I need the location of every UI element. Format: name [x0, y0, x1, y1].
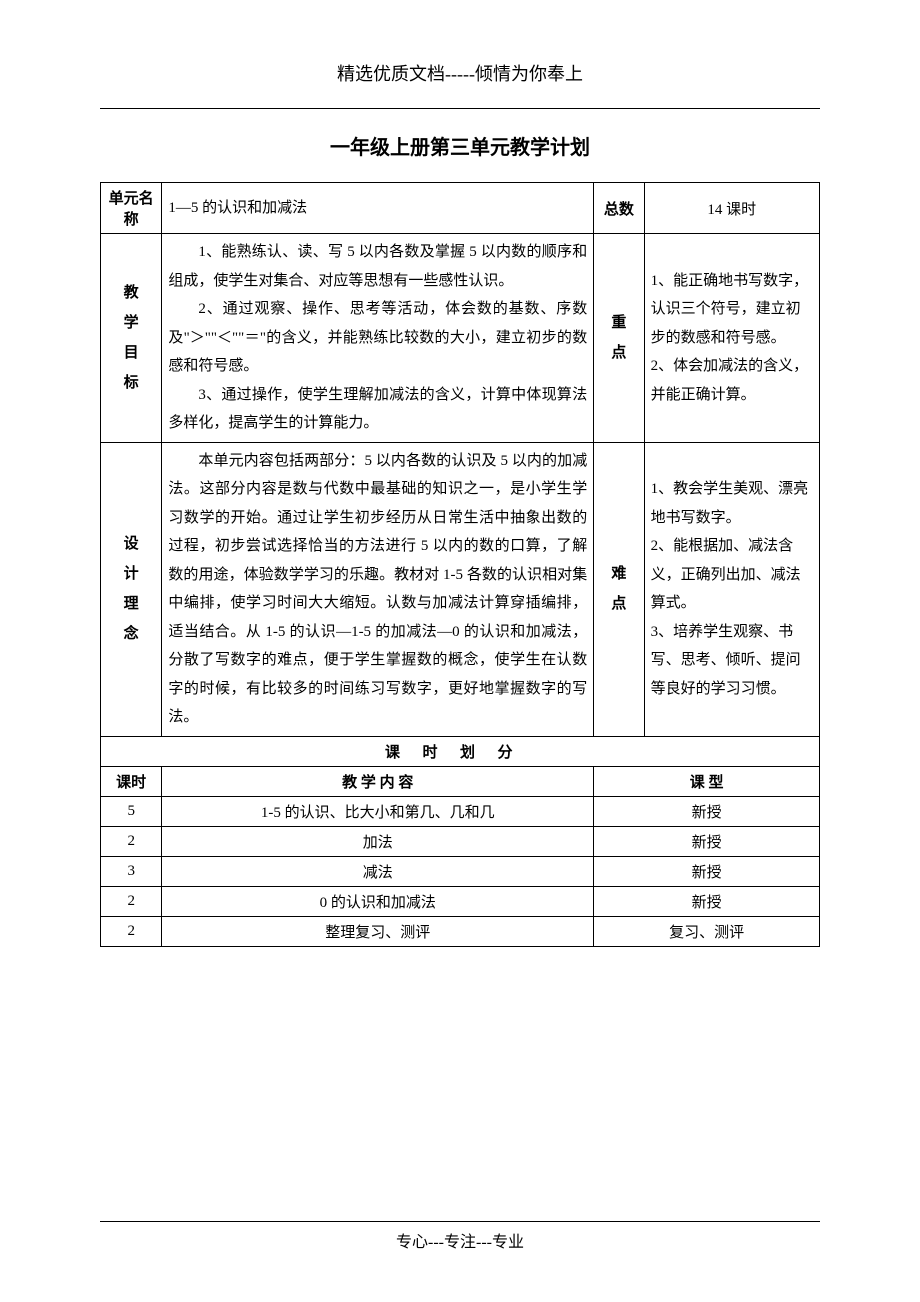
total-label: 总数	[594, 183, 644, 234]
lesson-type: 复习、测评	[594, 916, 820, 946]
table-row: 2 加法 新授	[101, 826, 820, 856]
keypoints-text: 1、能正确地书写数字，认识三个符号，建立初步的数感和符号感。2、体会加减法的含义…	[644, 234, 819, 443]
table-row: 2 整理复习、测评 复习、测评	[101, 916, 820, 946]
design-text: 本单元内容包括两部分：5 以内各数的认识及 5 以内的加减法。这部分内容是数与代…	[162, 442, 594, 736]
lesson-hours-header: 课时	[101, 766, 162, 796]
difficulty-text: 1、教会学生美观、漂亮地书写数字。2、能根据加、减法含义，正确列出加、减法算式。…	[644, 442, 819, 736]
design-label: 设计理念	[101, 442, 162, 736]
page-title: 一年级上册第三单元教学计划	[100, 131, 820, 160]
lesson-type: 新授	[594, 826, 820, 856]
table-row: 设计理念 本单元内容包括两部分：5 以内各数的认识及 5 以内的加减法。这部分内…	[101, 442, 820, 736]
lesson-type-header: 课 型	[594, 766, 820, 796]
lesson-hours: 2	[101, 826, 162, 856]
table-row: 单元名称 1—5 的认识和加减法 总数 14 课时	[101, 183, 820, 234]
lesson-content: 整理复习、测评	[162, 916, 594, 946]
lesson-content: 加法	[162, 826, 594, 856]
lesson-type: 新授	[594, 796, 820, 826]
lesson-hours: 2	[101, 886, 162, 916]
unit-name-value: 1—5 的认识和加减法	[162, 183, 594, 234]
division-header: 课时划分	[101, 736, 820, 766]
lesson-header-row: 课时 教 学 内 容 课 型	[101, 766, 820, 796]
goals-label: 教学目标	[101, 234, 162, 443]
unit-name-label: 单元名称	[101, 183, 162, 234]
lesson-content-header: 教 学 内 容	[162, 766, 594, 796]
difficulty-label: 难点	[594, 442, 644, 736]
footer-text: 专心---专注---专业	[396, 1234, 524, 1251]
plan-table: 单元名称 1—5 的认识和加减法 总数 14 课时 教学目标 1、能熟练认、读、…	[100, 182, 820, 947]
lesson-hours: 5	[101, 796, 162, 826]
total-value: 14 课时	[644, 183, 819, 234]
table-row: 5 1-5 的认识、比大小和第几、几和几 新授	[101, 796, 820, 826]
lesson-content: 0 的认识和加减法	[162, 886, 594, 916]
page-footer: 专心---专注---专业	[0, 1221, 920, 1252]
lesson-type: 新授	[594, 856, 820, 886]
footer-divider	[100, 1221, 820, 1222]
lesson-hours: 2	[101, 916, 162, 946]
keypoints-label: 重点	[594, 234, 644, 443]
lesson-hours: 3	[101, 856, 162, 886]
header-divider	[100, 108, 820, 109]
lesson-content: 减法	[162, 856, 594, 886]
table-row: 2 0 的认识和加减法 新授	[101, 886, 820, 916]
lesson-type: 新授	[594, 886, 820, 916]
division-header-row: 课时划分	[101, 736, 820, 766]
goals-text: 1、能熟练认、读、写 5 以内各数及掌握 5 以内数的顺序和组成，使学生对集合、…	[162, 234, 594, 443]
table-row: 教学目标 1、能熟练认、读、写 5 以内各数及掌握 5 以内数的顺序和组成，使学…	[101, 234, 820, 443]
page-header: 精选优质文档-----倾情为你奉上	[100, 60, 820, 86]
table-row: 3 减法 新授	[101, 856, 820, 886]
lesson-content: 1-5 的认识、比大小和第几、几和几	[162, 796, 594, 826]
